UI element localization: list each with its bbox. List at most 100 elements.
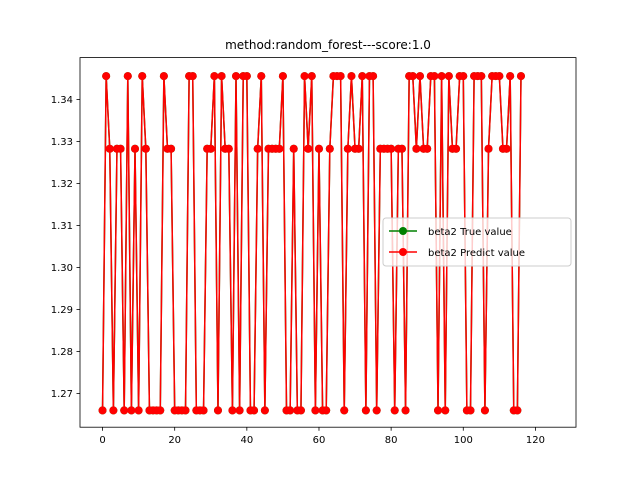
legend-box bbox=[382, 217, 572, 267]
data-point bbox=[480, 406, 489, 415]
x-tick-label: 80 bbox=[385, 435, 398, 446]
y-tick-label: 1.34 bbox=[51, 95, 73, 106]
y-tick-label: 1.32 bbox=[51, 179, 73, 190]
y-tick-label: 1.27 bbox=[51, 389, 73, 400]
data-point bbox=[260, 406, 269, 415]
plot-area bbox=[98, 72, 525, 415]
x-tick-label: 20 bbox=[168, 435, 181, 446]
data-point bbox=[123, 72, 132, 81]
y-tick-label: 1.31 bbox=[51, 221, 73, 232]
data-point bbox=[159, 72, 168, 81]
data-point bbox=[372, 406, 381, 415]
y-tick-label: 1.28 bbox=[51, 347, 73, 358]
data-point bbox=[188, 72, 197, 81]
data-point bbox=[408, 72, 417, 81]
data-point bbox=[257, 72, 266, 81]
y-tick-label: 1.29 bbox=[51, 305, 73, 316]
y-tick-label: 1.30 bbox=[51, 263, 73, 274]
data-point bbox=[235, 406, 244, 415]
data-point bbox=[206, 144, 215, 153]
legend: beta2 True value beta2 Predict value bbox=[382, 217, 572, 267]
data-point bbox=[138, 72, 147, 81]
data-point bbox=[127, 406, 136, 415]
data-point bbox=[134, 406, 143, 415]
data-point bbox=[253, 144, 262, 153]
data-point bbox=[278, 72, 287, 81]
data-point bbox=[102, 72, 111, 81]
data-point bbox=[361, 406, 370, 415]
data-point bbox=[224, 144, 233, 153]
data-point bbox=[347, 72, 356, 81]
data-point bbox=[304, 144, 313, 153]
data-point bbox=[307, 72, 316, 81]
data-point bbox=[275, 144, 284, 153]
data-point bbox=[141, 144, 150, 153]
data-point bbox=[444, 72, 453, 81]
data-point bbox=[228, 406, 237, 415]
axes-frame bbox=[79, 57, 577, 428]
data-point bbox=[513, 406, 522, 415]
data-point bbox=[131, 144, 140, 153]
legend-label-predict: beta2 Predict value bbox=[428, 248, 525, 259]
data-point bbox=[109, 406, 118, 415]
x-tick-label: 0 bbox=[99, 435, 105, 446]
data-point bbox=[441, 406, 450, 415]
data-point bbox=[322, 406, 331, 415]
data-point bbox=[423, 144, 432, 153]
data-point bbox=[437, 72, 446, 81]
x-axis: 0 20 40 60 80 100 120 bbox=[99, 427, 545, 446]
data-point bbox=[397, 144, 406, 153]
data-point bbox=[120, 406, 129, 415]
y-tick-label: 1.33 bbox=[51, 137, 73, 148]
data-point bbox=[390, 406, 399, 415]
legend-marker-predict bbox=[399, 248, 407, 256]
data-point bbox=[156, 406, 165, 415]
data-point bbox=[210, 72, 219, 81]
data-point bbox=[286, 406, 295, 415]
data-point bbox=[354, 144, 363, 153]
data-point bbox=[484, 144, 493, 153]
legend-label-true: beta2 True value bbox=[428, 227, 512, 238]
data-point bbox=[358, 72, 367, 81]
data-point bbox=[415, 72, 424, 81]
data-point bbox=[300, 72, 309, 81]
data-point bbox=[296, 406, 305, 415]
data-point bbox=[506, 72, 515, 81]
data-point bbox=[430, 72, 439, 81]
x-tick-label: 40 bbox=[240, 435, 253, 446]
data-point bbox=[340, 406, 349, 415]
data-point bbox=[325, 144, 334, 153]
data-point bbox=[336, 72, 345, 81]
data-point bbox=[369, 72, 378, 81]
data-point bbox=[98, 406, 107, 415]
data-point bbox=[434, 406, 443, 415]
data-point bbox=[387, 144, 396, 153]
data-point bbox=[516, 72, 525, 81]
data-point bbox=[502, 144, 511, 153]
y-axis: 1.27 1.28 1.29 1.30 1.31 1.32 1.33 1.34 bbox=[51, 95, 80, 400]
data-point bbox=[314, 144, 323, 153]
x-tick-label: 120 bbox=[526, 435, 545, 446]
data-point bbox=[311, 406, 320, 415]
data-point bbox=[199, 406, 208, 415]
data-point bbox=[167, 144, 176, 153]
data-point bbox=[466, 406, 475, 415]
x-tick-label: 100 bbox=[454, 435, 473, 446]
data-point bbox=[217, 72, 226, 81]
data-point bbox=[412, 144, 421, 153]
data-point bbox=[105, 144, 114, 153]
data-point bbox=[116, 144, 125, 153]
data-point bbox=[289, 144, 298, 153]
data-point bbox=[242, 72, 251, 81]
data-point bbox=[181, 406, 190, 415]
data-point bbox=[213, 406, 222, 415]
data-point bbox=[343, 144, 352, 153]
data-point bbox=[477, 72, 486, 81]
data-point bbox=[452, 144, 461, 153]
data-point bbox=[495, 72, 504, 81]
data-point bbox=[232, 72, 241, 81]
data-point bbox=[401, 406, 410, 415]
series-1 bbox=[98, 72, 525, 415]
legend-marker-true bbox=[399, 227, 407, 235]
